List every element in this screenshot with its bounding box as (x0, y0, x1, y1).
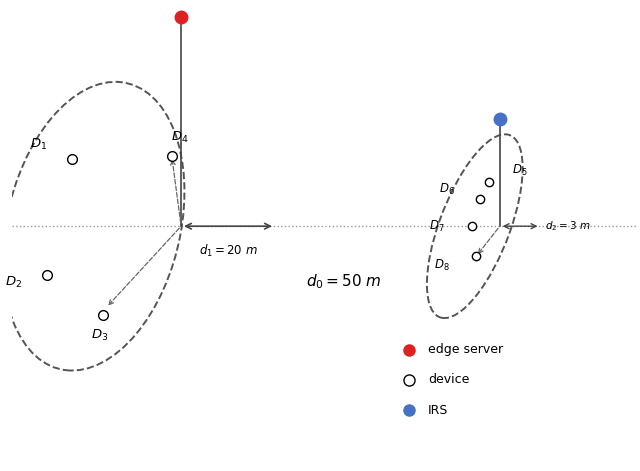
Text: $D_1$: $D_1$ (29, 137, 47, 152)
Text: IRS: IRS (428, 404, 448, 416)
Text: $D_7$: $D_7$ (429, 219, 445, 234)
Text: $d_1 = 20$ m: $d_1 = 20$ m (198, 243, 257, 259)
Text: $D_5$: $D_5$ (512, 163, 528, 178)
Text: edge server: edge server (428, 343, 503, 356)
Text: $D_3$: $D_3$ (92, 328, 109, 343)
Text: $d_2 = 3$ m: $d_2 = 3$ m (545, 219, 591, 233)
Text: $D_4$: $D_4$ (171, 130, 189, 146)
Text: $D_2$: $D_2$ (4, 275, 22, 290)
Text: device: device (428, 374, 469, 386)
Text: $D_8$: $D_8$ (434, 258, 450, 273)
Text: $d_0 = 50$ m: $d_0 = 50$ m (306, 273, 381, 292)
Text: $D_6$: $D_6$ (439, 181, 455, 196)
